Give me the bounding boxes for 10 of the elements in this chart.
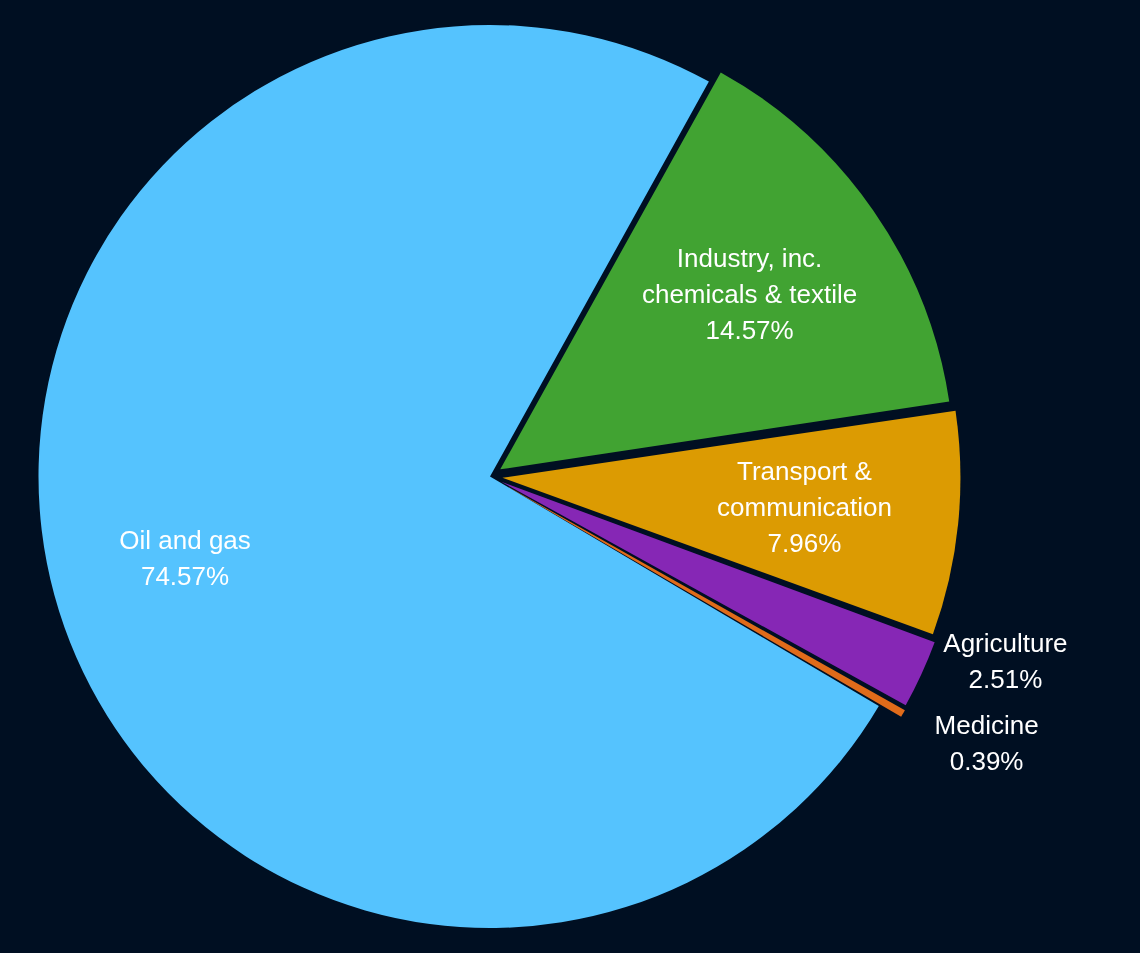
- data-label: 0.39%: [949, 745, 1024, 776]
- slice-label: Transport & communication: [717, 455, 892, 522]
- data-label: 14.57%: [705, 315, 794, 346]
- slice-label: Medicine: [934, 709, 1039, 740]
- slice-label: Industry, inc. chemicals & textile: [641, 243, 858, 310]
- data-label: 74.57%: [140, 560, 230, 591]
- data-label: 7.96%: [767, 527, 842, 558]
- slice-label: Agriculture: [943, 627, 1068, 658]
- data-label: 2.51%: [968, 663, 1043, 694]
- slice-label: Oil and gas: [119, 524, 251, 555]
